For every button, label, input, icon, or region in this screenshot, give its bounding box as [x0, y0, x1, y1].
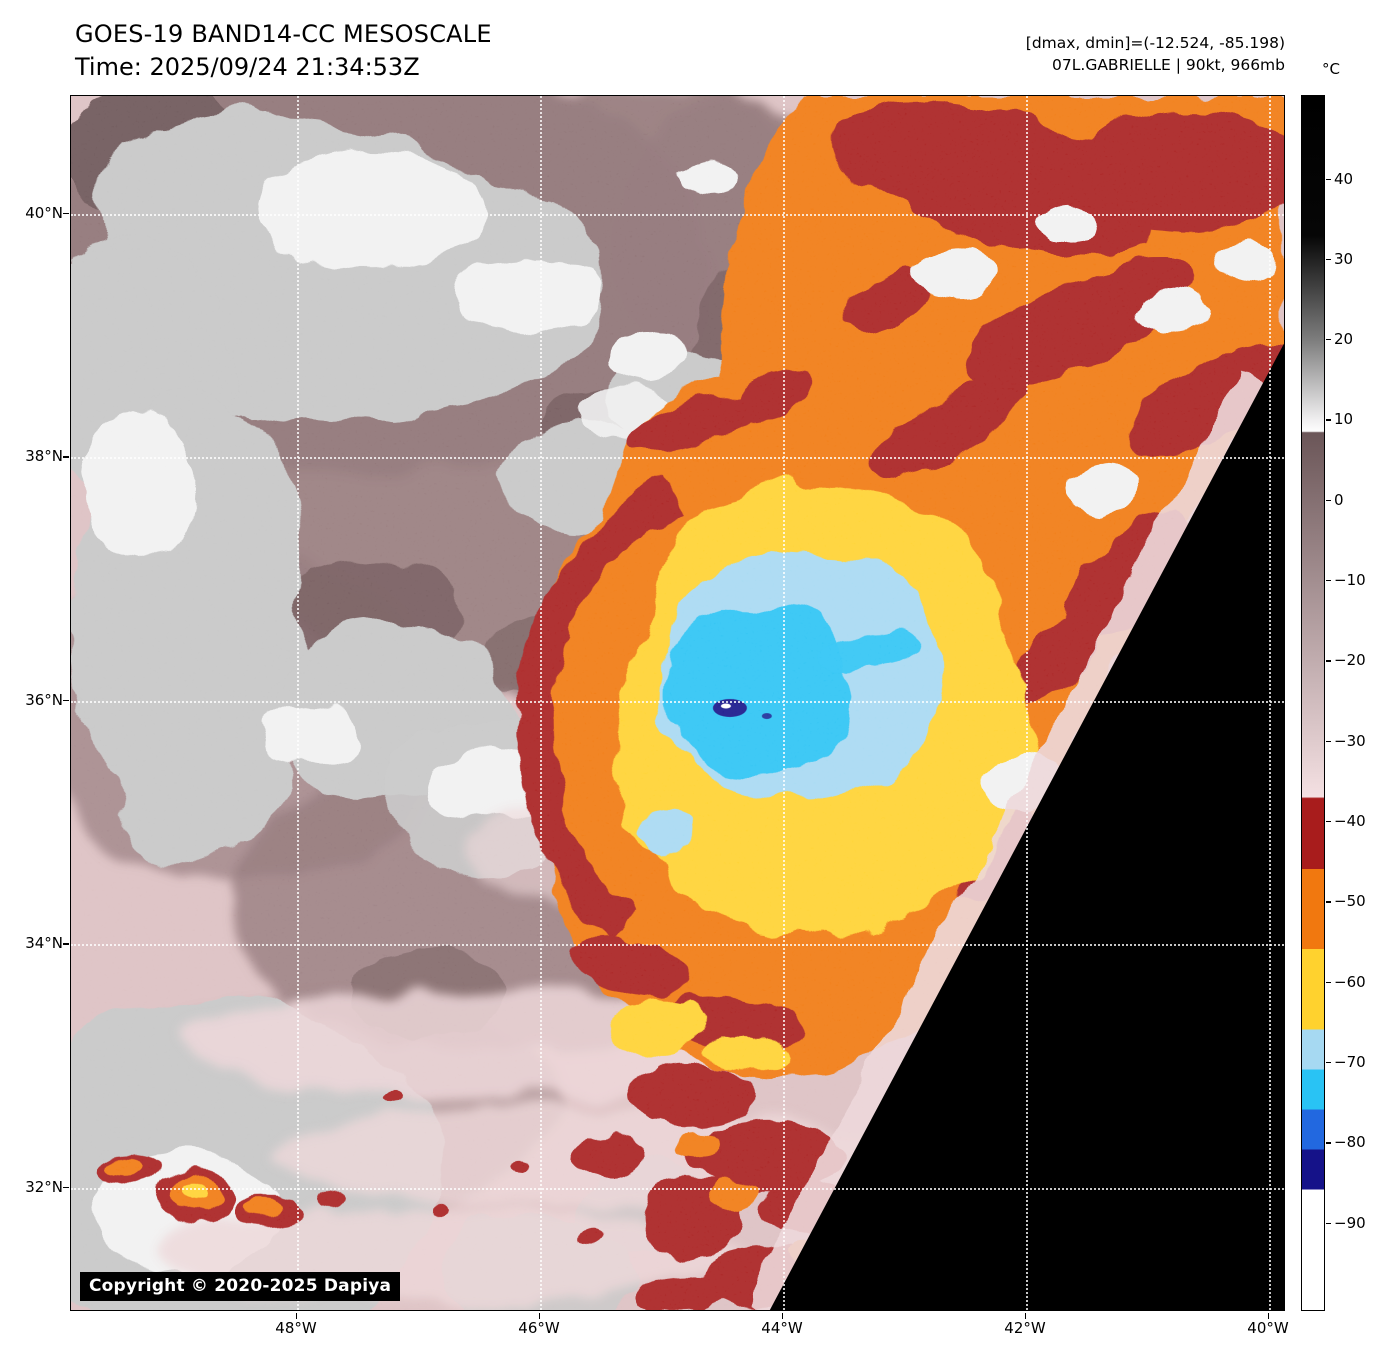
x-tick-mark [1267, 1312, 1270, 1319]
colorbar-tick-mark [1326, 499, 1331, 502]
colorbar-tick-mark [1326, 821, 1331, 823]
x-tick-label: 42°W [1004, 1319, 1046, 1337]
colorbar-tick-mark [1326, 1062, 1331, 1064]
colorbar-tick-label: 0 [1334, 490, 1344, 509]
x-tick-label: 44°W [761, 1319, 803, 1337]
y-tick-label: 38°N [25, 447, 63, 466]
colorbar-tick-mark [1326, 740, 1331, 743]
x-tick-mark [781, 1312, 784, 1319]
colorbar-tick-label: 20 [1334, 330, 1354, 349]
colorbar [1301, 95, 1325, 1311]
x-tick-label: 40°W [1247, 1319, 1289, 1337]
copyright-badge: Copyright © 2020-2025 Dapiya [80, 1272, 401, 1301]
colorbar-tick-mark [1326, 339, 1331, 341]
colorbar-tick-mark [1326, 258, 1331, 261]
colorbar-tick-label: −20 [1334, 651, 1366, 670]
x-tick-label: 48°W [275, 1319, 317, 1337]
map-plot-area: Copyright © 2020-2025 Dapiya [70, 95, 1285, 1311]
y-tick-mark [63, 699, 69, 702]
y-tick-label: 40°N [25, 203, 63, 222]
figure-time-subtitle: Time: 2025/09/24 21:34:53Z [75, 53, 420, 81]
x-tick-mark [1024, 1312, 1027, 1319]
y-tick-label: 32°N [25, 1177, 63, 1196]
colorbar-tick-mark [1326, 1142, 1331, 1144]
colorbar-tick-label: 40 [1334, 169, 1354, 188]
colorbar-tick-label: −80 [1334, 1133, 1366, 1152]
colorbar-tick-label: −50 [1334, 892, 1366, 911]
colorbar-tick-label: 30 [1334, 249, 1354, 268]
figure-annotations: [dmax, dmin]=(-12.524, -85.198) 07L.GABR… [1026, 32, 1285, 76]
y-tick-mark [63, 1186, 69, 1189]
colorbar-tick-label: −70 [1334, 1053, 1366, 1072]
colorbar-tick-label: −40 [1334, 812, 1366, 831]
colorbar-unit-label: °C [1322, 60, 1340, 78]
colorbar-tick-mark [1326, 901, 1331, 903]
y-tick-label: 36°N [25, 690, 63, 709]
colorbar-tick-mark [1326, 178, 1331, 180]
colorbar-tick-label: −30 [1334, 731, 1366, 750]
y-tick-label: 34°N [25, 934, 63, 953]
colorbar-tick-label: 10 [1334, 410, 1354, 429]
colorbar-tick-mark [1326, 1222, 1331, 1224]
x-tick-label: 46°W [518, 1319, 560, 1337]
satellite-imagery [71, 96, 1284, 1310]
y-tick-mark [63, 943, 69, 945]
y-tick-mark [63, 212, 69, 215]
colorbar-tick-mark [1326, 660, 1331, 662]
colorbar-tick-mark [1326, 981, 1331, 983]
colorbar-tick-label: −10 [1334, 571, 1366, 590]
colorbar-tick-label: −90 [1334, 1213, 1366, 1232]
x-tick-mark [295, 1312, 298, 1319]
colorbar-tick-mark [1326, 580, 1331, 582]
figure-title: GOES-19 BAND14-CC MESOSCALE [75, 20, 492, 48]
colorbar-tick-mark [1326, 419, 1331, 421]
colorbar-tick-label: −60 [1334, 972, 1366, 991]
storm-info-annotation: 07L.GABRIELLE | 90kt, 966mb [1052, 56, 1285, 74]
y-tick-mark [63, 456, 69, 458]
dmax-dmin-annotation: [dmax, dmin]=(-12.524, -85.198) [1025, 34, 1285, 52]
x-tick-mark [538, 1312, 541, 1319]
